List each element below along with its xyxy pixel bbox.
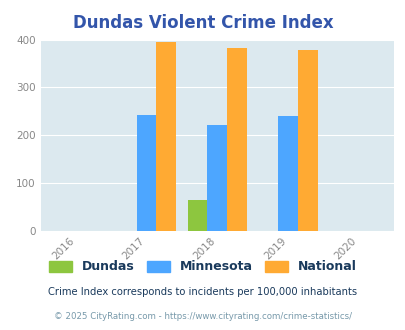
Text: © 2025 CityRating.com - https://www.cityrating.com/crime-statistics/: © 2025 CityRating.com - https://www.city… [54, 312, 351, 321]
Text: Dundas Violent Crime Index: Dundas Violent Crime Index [72, 14, 333, 32]
Bar [297, 50, 317, 231]
Bar [207, 125, 226, 231]
Bar [187, 200, 207, 231]
Bar [136, 115, 156, 231]
Text: Crime Index corresponds to incidents per 100,000 inhabitants: Crime Index corresponds to incidents per… [48, 287, 357, 297]
Legend: Dundas, Minnesota, National: Dundas, Minnesota, National [44, 255, 361, 279]
Bar [226, 48, 246, 231]
Bar [277, 116, 297, 231]
Bar [156, 42, 176, 231]
